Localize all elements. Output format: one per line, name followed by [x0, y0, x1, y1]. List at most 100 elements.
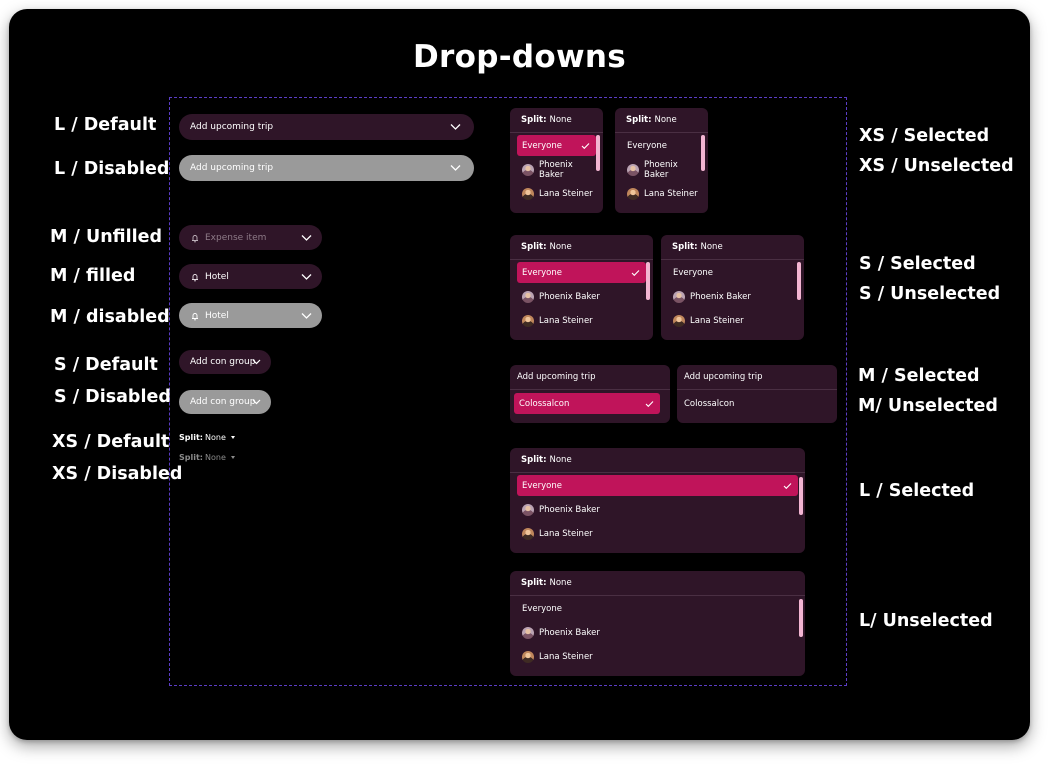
- m-menu-unselected: Add upcoming trip Colossalcon: [677, 365, 837, 423]
- menu-option-lana[interactable]: Lana Steiner: [517, 646, 798, 667]
- scrollbar[interactable]: [646, 262, 650, 300]
- split-value: None: [549, 242, 572, 252]
- avatar: [673, 290, 685, 303]
- check-icon: [783, 482, 792, 489]
- avatar: [522, 626, 534, 639]
- label-m-disabled: M / disabled: [50, 307, 170, 327]
- menu-header-label: Add upcoming trip: [517, 372, 596, 382]
- option-label: Phoenix Baker: [690, 291, 751, 302]
- avatar: [522, 650, 534, 663]
- bell-icon: [190, 272, 200, 282]
- menu-option-lana[interactable]: Lana Steiner: [668, 310, 797, 331]
- chevron-down-icon: [301, 312, 312, 319]
- chevron-down-icon: [450, 165, 461, 172]
- option-label: Everyone: [522, 140, 562, 151]
- label-xs-selected: XS / Selected: [859, 126, 990, 146]
- split-value: None: [549, 115, 572, 125]
- split-value: None: [700, 242, 723, 252]
- split-key: Split:: [521, 455, 547, 465]
- scrollbar[interactable]: [799, 477, 803, 515]
- menu-option-phoenix[interactable]: Phoenix Baker: [517, 622, 798, 643]
- menu-header: Split: None: [510, 448, 805, 473]
- label-xs-disabled: XS / Disabled: [52, 464, 183, 484]
- menu-option-colossalcon[interactable]: Colossalcon: [514, 393, 660, 414]
- split-key: Split:: [521, 242, 547, 252]
- label-m-selected: M / Selected: [858, 366, 980, 386]
- label-m-unfilled: M / Unfilled: [50, 227, 163, 247]
- scrollbar[interactable]: [799, 599, 803, 637]
- menu-option-phoenix[interactable]: Phoenix Baker: [622, 159, 701, 180]
- check-icon: [581, 142, 590, 149]
- menu-option-lana[interactable]: Lana Steiner: [622, 183, 701, 204]
- menu-option-everyone[interactable]: Everyone: [668, 262, 797, 283]
- xs-dropdown-default[interactable]: Split: None: [179, 433, 235, 442]
- page-title: Drop-downs: [412, 39, 627, 75]
- caret-down-icon: [230, 456, 235, 459]
- dropdown-value: Add upcoming trip: [190, 163, 274, 173]
- option-label: Phoenix Baker: [539, 504, 600, 515]
- menu-option-phoenix[interactable]: Phoenix Baker: [517, 499, 798, 520]
- artboard: Drop-downs L / Default L / Disabled M / …: [9, 9, 1030, 740]
- label-l-disabled: L / Disabled: [54, 159, 170, 179]
- scrollbar[interactable]: [797, 262, 801, 300]
- avatar: [627, 163, 639, 176]
- avatar: [522, 503, 534, 516]
- menu-option-colossalcon[interactable]: Colossalcon: [679, 393, 825, 414]
- medium-dropdown-unfilled[interactable]: Expense item: [179, 225, 322, 250]
- option-label: Lana Steiner: [690, 315, 744, 326]
- menu-option-lana[interactable]: Lana Steiner: [517, 183, 596, 204]
- large-dropdown-default[interactable]: Add upcoming trip: [179, 114, 474, 140]
- menu-option-phoenix[interactable]: Phoenix Baker: [517, 286, 646, 307]
- label-m-filled: M / filled: [50, 266, 136, 286]
- menu-header: Add upcoming trip: [510, 365, 670, 390]
- menu-option-everyone[interactable]: Everyone: [517, 598, 798, 619]
- menu-option-everyone[interactable]: Everyone: [517, 262, 646, 283]
- option-label: Phoenix Baker: [539, 291, 600, 302]
- caret-down-icon: [230, 436, 235, 439]
- chevron-down-icon: [450, 124, 461, 131]
- bell-icon: [190, 233, 200, 243]
- medium-dropdown-filled[interactable]: Hotel: [179, 264, 322, 289]
- split-value: None: [205, 433, 226, 442]
- menu-header-label: Add upcoming trip: [684, 372, 763, 382]
- dropdown-value: Add con group: [190, 397, 256, 407]
- menu-option-phoenix[interactable]: Phoenix Baker: [517, 159, 596, 180]
- chevron-down-icon: [301, 273, 312, 280]
- avatar: [522, 527, 534, 540]
- option-label: Lana Steiner: [644, 188, 698, 199]
- split-key: Split:: [672, 242, 698, 252]
- avatar: [522, 187, 534, 200]
- avatar: [522, 314, 534, 327]
- menu-option-lana[interactable]: Lana Steiner: [517, 310, 646, 331]
- medium-dropdown-disabled: Hotel: [179, 303, 322, 328]
- avatar: [673, 314, 685, 327]
- menu-option-lana[interactable]: Lana Steiner: [517, 523, 798, 544]
- menu-option-phoenix[interactable]: Phoenix Baker: [668, 286, 797, 307]
- chevron-down-icon: [301, 234, 312, 241]
- scrollbar[interactable]: [701, 135, 705, 171]
- avatar: [522, 290, 534, 303]
- menu-option-everyone[interactable]: Everyone: [622, 135, 701, 156]
- option-label: Phoenix Baker: [539, 627, 600, 638]
- scrollbar[interactable]: [596, 135, 600, 171]
- menu-option-everyone[interactable]: Everyone: [517, 475, 798, 496]
- label-xs-default: XS / Default: [52, 432, 170, 452]
- option-label: Everyone: [673, 267, 713, 278]
- label-s-selected: S / Selected: [859, 254, 976, 274]
- check-icon: [631, 269, 640, 276]
- chevron-down-icon: [252, 399, 261, 405]
- menu-header: Add upcoming trip: [677, 365, 837, 390]
- menu-header: Split: None: [510, 108, 603, 133]
- component-frame: [169, 97, 847, 686]
- split-value: None: [549, 455, 572, 465]
- option-label: Phoenix Baker: [539, 159, 573, 180]
- xs-menu-selected: Split: None Everyone Phoenix Baker Lana S…: [510, 108, 603, 213]
- menu-option-everyone[interactable]: Everyone: [517, 135, 596, 156]
- option-label: Lana Steiner: [539, 651, 593, 662]
- label-l-unselected: L/ Unselected: [859, 611, 993, 631]
- split-key: Split:: [179, 433, 203, 442]
- chevron-down-icon: [252, 359, 261, 365]
- l-menu-unselected: Split: None Everyone Phoenix Baker Lana S…: [510, 571, 805, 676]
- large-dropdown-disabled: Add upcoming trip: [179, 155, 474, 181]
- small-dropdown-default[interactable]: Add con group: [179, 350, 271, 374]
